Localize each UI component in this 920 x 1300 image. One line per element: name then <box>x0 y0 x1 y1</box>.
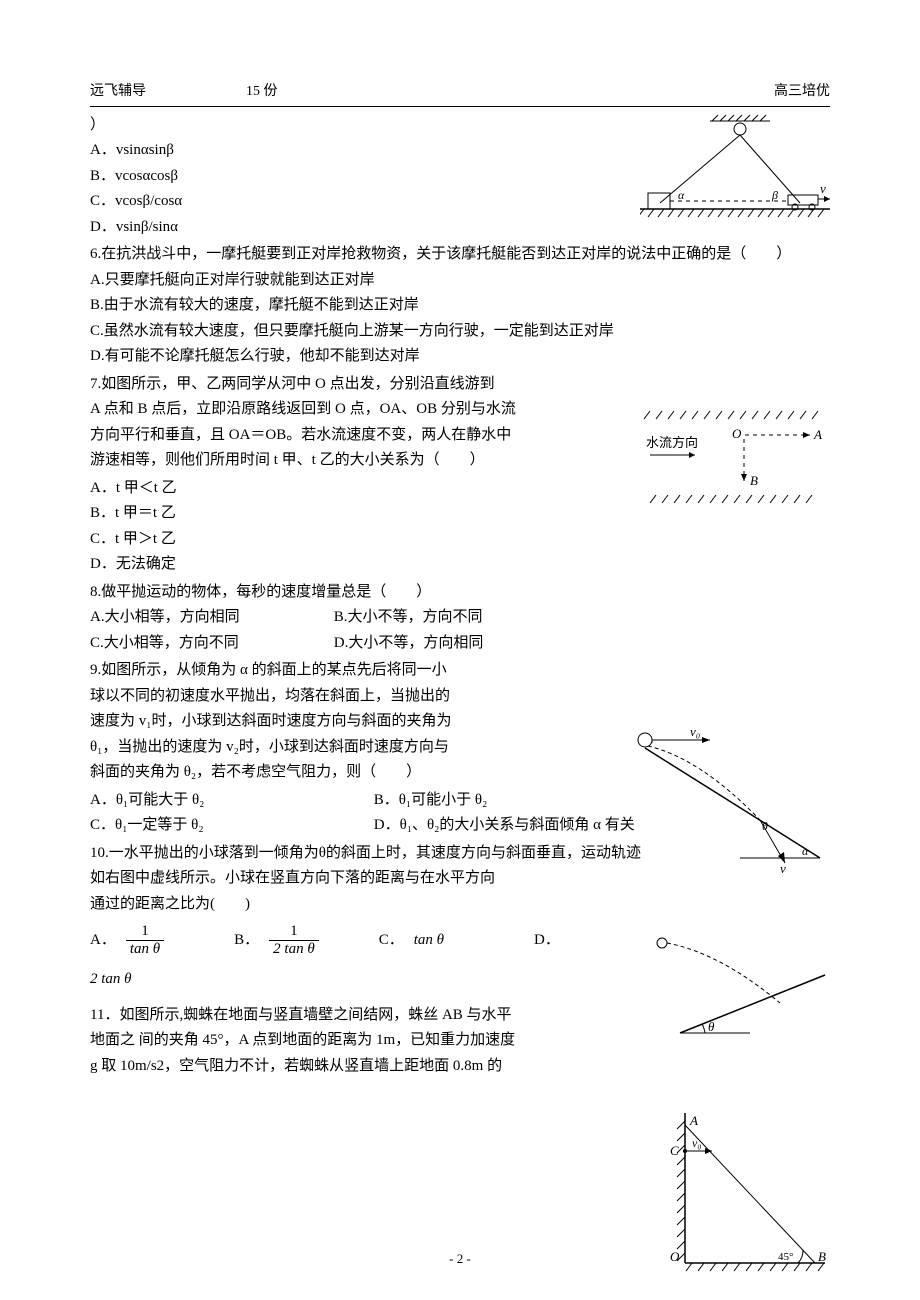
q8-row2: C.大小相等，方向不同 D.大小不等，方向相同 <box>90 631 830 657</box>
q8-optC: C.大小相等，方向不同 <box>90 631 330 657</box>
q7-optD: D．无法确定 <box>90 552 830 578</box>
q7-stem1: 7.如图所示，甲、乙两同学从河中 O 点出发，分别沿直线游到 <box>90 372 630 398</box>
svg-text:β: β <box>771 188 778 202</box>
q7-stem4: 游速相等，则他们所用时间 t 甲、t 乙的大小关系为（ ） <box>90 448 630 474</box>
svg-text:v: v <box>820 181 826 196</box>
q10-optB-label: B． <box>234 928 259 954</box>
q8-row1: A.大小相等，方向相同 B.大小不等，方向不同 <box>90 605 830 631</box>
q5-figure: α β v <box>640 113 830 228</box>
q10-optA-label: A． <box>90 928 116 954</box>
header-right: 高三培优 <box>774 80 830 104</box>
q9-stem2: 球以不同的初速度水平抛出，均落在斜面上，当抛出的 <box>90 684 620 710</box>
q9-optA: A．θ₁可能大于 θ₂ <box>90 788 370 814</box>
q9-optC: C．θ₁一定等于 θ₂ <box>90 813 370 839</box>
svg-text:α: α <box>802 844 809 858</box>
q8-optA: A.大小相等，方向相同 <box>90 605 330 631</box>
page: 远飞辅导 15 份 高三培优 <box>0 0 920 1300</box>
svg-text:α: α <box>678 188 685 202</box>
q9-stem5: 斜面的夹角为 θ₂，若不考虑空气阻力，则（ ） <box>90 760 620 786</box>
q6-optC: C.虽然水流有较大速度，但只要摩托艇向上游某一方向行驶，一定能到达正对岸 <box>90 319 830 345</box>
q8-optD: D.大小不等，方向相同 <box>334 635 484 651</box>
svg-text:θ: θ <box>708 1019 715 1034</box>
q6-optA: A.只要摩托艇向正对岸行驶就能到达正对岸 <box>90 268 830 294</box>
q10-optB-frac: 1 2 tan θ <box>269 923 319 957</box>
svg-text:B: B <box>750 473 758 488</box>
q8-stem: 8.做平抛运动的物体，每秒的速度增量总是（ ） <box>90 580 830 606</box>
content: α β v ） A．vsinαsinβ B．vcosαcosβ C．vcosβ/… <box>90 113 830 1080</box>
q9-stem4: θ₁，当抛出的速度为 v₂时，小球到达斜面时速度方向与 <box>90 735 620 761</box>
q7-stem2: A 点和 B 点后，立即沿原路线返回到 O 点，OA、OB 分别与水流 <box>90 397 630 423</box>
page-number: - 2 - <box>0 1248 920 1270</box>
q10-optA-frac: 1 tan θ <box>126 923 164 957</box>
page-header: 远飞辅导 15 份 高三培优 <box>90 80 830 107</box>
q11-stem2: 地面之 间的夹角 45°，A 点到地面的距离为 1m，已知重力加速度 <box>90 1028 650 1054</box>
svg-text:v₀: v₀ <box>692 1136 702 1150</box>
svg-text:C: C <box>670 1143 679 1158</box>
q6-optB: B.由于水流有较大的速度，摩托艇不能到达正对岸 <box>90 293 830 319</box>
svg-text:水流方向: 水流方向 <box>646 435 698 450</box>
q6: 6.在抗洪战斗中，一摩托艇要到正对岸抢救物资，关于该摩托艇能否到达正对岸的说法中… <box>90 242 830 370</box>
q6-stem: 6.在抗洪战斗中，一摩托艇要到正对岸抢救物资，关于该摩托艇能否到达正对岸的说法中… <box>90 242 830 268</box>
svg-text:θ: θ <box>762 819 768 833</box>
svg-text:O: O <box>732 426 742 441</box>
q6-optD: D.有可能不论摩托艇怎么行驶，他却不能到达对岸 <box>90 344 830 370</box>
q7-figure: 水流方向 O A B <box>640 403 830 518</box>
q10-optC-val: tan θ <box>414 928 444 954</box>
svg-text:v: v <box>780 861 786 876</box>
q11-stem1: 11．如图所示,蜘蛛在地面与竖直墙壁之间结网，蛛丝 AB 与水平 <box>90 1003 650 1029</box>
q9-optD: D．θ₁、θ₂的大小关系与斜面倾角 α 有关 <box>374 817 635 833</box>
svg-text:A: A <box>813 427 822 442</box>
q10-optD-label: D． <box>534 928 560 954</box>
q8-optB: B.大小不等，方向不同 <box>334 609 483 625</box>
q7-optC: C．t 甲＞t 乙 <box>90 527 830 553</box>
q9-stem1: 9.如图所示，从倾角为 α 的斜面上的某点先后将同一小 <box>90 658 620 684</box>
q7-stem3: 方向平行和垂直，且 OA＝OB。若水流速度不变，两人在静水中 <box>90 423 630 449</box>
svg-text:A: A <box>689 1113 698 1128</box>
header-brand: 远飞辅导 <box>90 80 146 104</box>
q9-figure: v₀ θ v α <box>630 728 830 878</box>
q9-optB: B．θ₁可能小于 θ₂ <box>374 792 488 808</box>
q9-stem3: 速度为 v₁时，小球到达斜面时速度方向与斜面的夹角为 <box>90 709 620 735</box>
q10-optC-label: C． <box>379 928 404 954</box>
q8: 8.做平抛运动的物体，每秒的速度增量总是（ ） A.大小相等，方向相同 B.大小… <box>90 580 830 657</box>
header-left: 远飞辅导 15 份 <box>90 80 278 104</box>
q11-stem3: g 取 10m/s2，空气阻力不计，若蜘蛛从竖直墙上距地面 0.8m 的 <box>90 1054 650 1080</box>
q10-figure: θ <box>650 933 830 1043</box>
header-count: 15 份 <box>246 80 278 104</box>
svg-text:v₀: v₀ <box>690 728 700 739</box>
q10-stem3: 通过的距离之比为( ) <box>90 892 830 918</box>
